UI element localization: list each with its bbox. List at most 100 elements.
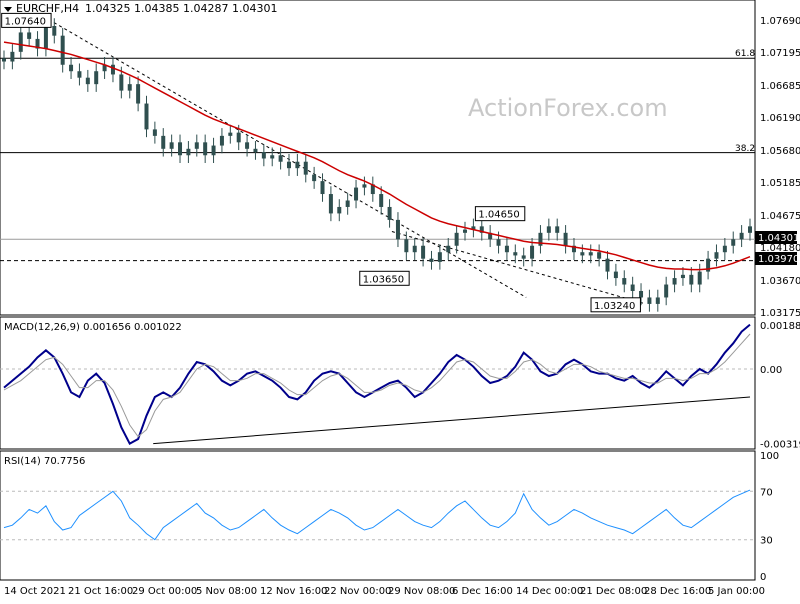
- macd-tick-label: 0.00: [760, 365, 782, 376]
- fib-618-label: 61.8: [735, 49, 755, 59]
- candle-body: [488, 232, 493, 240]
- candle-body: [52, 25, 57, 36]
- price-tick-label: 1.04675: [760, 211, 800, 222]
- candle-body: [102, 64, 107, 72]
- candle-body: [504, 245, 509, 253]
- ma-line: [3, 41, 751, 271]
- candle-body: [144, 103, 149, 130]
- rsi-label: RSI(14) 70.7756: [4, 456, 85, 467]
- candle-body: [136, 84, 141, 104]
- candle-body: [639, 290, 644, 298]
- candle-body: [555, 226, 560, 233]
- candle-body: [546, 226, 551, 233]
- candle-body: [538, 232, 543, 246]
- dropdown-icon[interactable]: [4, 7, 12, 12]
- level-price-label: 1.03970: [758, 254, 799, 265]
- price-annotation: 1.04650: [478, 210, 519, 221]
- rsi-tick-label: 30: [760, 536, 773, 547]
- candle-body: [286, 161, 291, 169]
- price-annotation-box: [359, 270, 410, 286]
- candle-body: [303, 161, 308, 175]
- candle-body: [496, 239, 501, 246]
- price-annotation: 1.07640: [5, 16, 46, 27]
- candle-body: [236, 132, 241, 143]
- candle-body: [169, 142, 174, 149]
- price-annotation-box: [590, 297, 641, 313]
- price-axis-ticks: 1.07690 1.07195 1.06685 1.06190 1.05680 1.051…: [760, 16, 800, 319]
- level-price-box: [755, 252, 797, 265]
- candle-body: [689, 274, 694, 285]
- candle-body: [463, 229, 468, 233]
- chart-header-symbol: EURCHF,H4: [16, 2, 79, 15]
- candle-body: [152, 129, 157, 136]
- candle-body: [748, 226, 752, 233]
- candle-body: [605, 258, 610, 272]
- candle-body: [479, 226, 484, 233]
- candle-body: [219, 135, 224, 146]
- last-price-box: [755, 231, 797, 244]
- price-pane: [0, 0, 756, 316]
- candle-body: [672, 278, 677, 285]
- candle-body: [245, 142, 250, 149]
- candle-body: [429, 258, 434, 262]
- candle-body: [571, 245, 576, 253]
- candle-body: [337, 206, 342, 214]
- watermark: ActionForex.com: [468, 94, 668, 122]
- candle-body: [161, 135, 166, 149]
- x-axis-label: 12 Nov 16:00: [260, 586, 327, 597]
- candle-body: [446, 245, 451, 253]
- price-annotation: 1.03650: [363, 274, 404, 285]
- price-annotation-box: [1, 12, 52, 28]
- candle-body: [178, 142, 183, 156]
- x-axis-label: 5 Jan 00:00: [708, 586, 765, 597]
- x-axis-label: 28 Dec 16:00: [644, 586, 711, 597]
- candle-body: [295, 161, 300, 169]
- price-tick-label: 1.03670: [760, 276, 800, 287]
- macd-pane: [0, 316, 756, 450]
- candle-body: [43, 25, 48, 49]
- candle-body: [60, 35, 65, 65]
- candle-body: [680, 274, 685, 279]
- macd-tick-label: 0.001887: [760, 321, 800, 332]
- candle-body: [563, 232, 568, 246]
- candle-body: [588, 252, 593, 256]
- price-annotation: 1.03240: [594, 301, 635, 312]
- macd-tick-label: -0.003193: [760, 440, 800, 451]
- candle-body: [312, 174, 317, 182]
- candle-body: [85, 77, 90, 85]
- rsi-plot: 100 70 30 0: [0, 451, 779, 583]
- candle-body: [261, 152, 266, 159]
- candle-body: [127, 84, 132, 91]
- candle-body: [110, 64, 115, 75]
- fib-382-label: 38.2: [735, 144, 755, 154]
- candle-body: [622, 278, 627, 285]
- candle-body: [379, 194, 384, 207]
- price-tick-label: 1.06685: [760, 81, 800, 92]
- candle-body: [320, 181, 325, 195]
- candle-body: [731, 239, 736, 246]
- candle-body: [530, 245, 535, 259]
- x-axis-label: 29 Oct 00:00: [132, 586, 197, 597]
- macd-label: MACD(12,26,9) 0.001656 0.001022: [4, 322, 182, 333]
- candle-body: [328, 194, 333, 214]
- candle-body: [211, 145, 216, 156]
- candle-body: [580, 252, 585, 256]
- candle-body: [10, 51, 15, 62]
- candle-body: [27, 32, 32, 39]
- candle-body: [77, 71, 82, 78]
- candle-body: [69, 64, 74, 72]
- x-axis-label: 21 Dec 08:00: [580, 586, 647, 597]
- candle-body: [203, 142, 208, 156]
- macd-signal-line: [3, 333, 751, 438]
- rsi-tick-label: 100: [760, 451, 779, 462]
- candle-body: [454, 232, 459, 246]
- price-tick-label: 1.06190: [760, 113, 800, 124]
- candle-body: [513, 252, 518, 256]
- candle-body: [2, 58, 6, 62]
- price-tick-label: 1.07690: [760, 16, 800, 27]
- x-axis-label: 14 Oct 2021: [4, 586, 66, 597]
- x-axis-label: 5 Nov 08:00: [196, 586, 257, 597]
- candle-body: [739, 232, 744, 240]
